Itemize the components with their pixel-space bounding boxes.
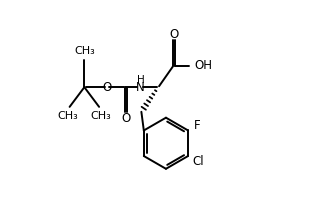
Text: O: O (169, 28, 178, 41)
Text: Cl: Cl (192, 155, 204, 168)
Text: O: O (121, 112, 130, 125)
Text: OH: OH (194, 59, 213, 72)
Text: CH₃: CH₃ (91, 111, 111, 121)
Text: O: O (102, 81, 111, 94)
Text: CH₃: CH₃ (74, 46, 95, 56)
Text: H: H (137, 75, 144, 85)
Text: F: F (194, 119, 201, 131)
Text: CH₃: CH₃ (57, 111, 78, 121)
Text: N: N (136, 81, 145, 94)
